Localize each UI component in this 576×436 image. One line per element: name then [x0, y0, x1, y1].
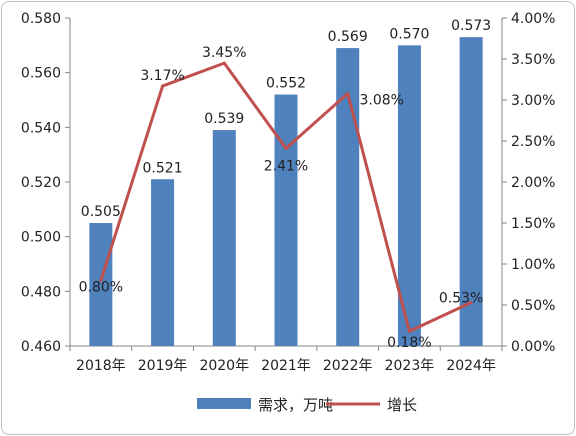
bar	[336, 48, 360, 347]
right-tick-label: 1.00%	[511, 257, 555, 273]
line-point	[161, 84, 165, 88]
line-data-label: 0.18%	[387, 335, 431, 351]
x-tick-label: 2018年	[76, 358, 126, 374]
left-tick-label: 0.560	[21, 66, 61, 82]
bar-data-labels: 0.505 0.521 0.539 0.552 0.569 0.570 0.573	[81, 18, 491, 220]
bar-data-label: 0.569	[328, 29, 368, 45]
right-tick-label: 2.50%	[511, 134, 555, 150]
bar-data-label: 0.505	[81, 204, 121, 220]
bar-data-label: 0.539	[204, 111, 244, 127]
line-series	[99, 61, 473, 333]
line-data-label: 0.53%	[439, 291, 483, 307]
right-tick-label: 0.00%	[511, 339, 555, 355]
left-tick-label: 0.480	[21, 284, 61, 300]
bar-data-label: 0.570	[389, 26, 429, 42]
line-point	[284, 146, 288, 150]
line-data-label: 0.80%	[79, 279, 123, 295]
x-tick-label: 2020年	[199, 358, 249, 374]
bar-data-label: 0.521	[143, 160, 183, 176]
bar	[397, 45, 421, 346]
x-tick-label: 2021年	[261, 358, 311, 374]
left-axis-ticks: 0.460 0.480 0.500 0.520 0.540 0.560 0.580	[21, 11, 70, 355]
bar	[274, 94, 298, 347]
left-tick-label: 0.460	[21, 339, 61, 355]
bar	[89, 223, 113, 346]
x-tick-label: 2022年	[323, 358, 373, 374]
right-tick-label: 4.00%	[511, 11, 555, 27]
left-tick-label: 0.580	[21, 11, 61, 27]
line-point	[346, 91, 350, 95]
x-tick-label: 2023年	[385, 358, 435, 374]
legend-bar-label: 需求，万吨	[258, 396, 333, 414]
line-data-label: 2.41%	[264, 158, 308, 174]
left-tick-label: 0.540	[21, 120, 61, 136]
line-point	[222, 61, 226, 65]
bar	[212, 130, 236, 346]
legend-line-label: 增长	[387, 396, 417, 414]
line-data-labels: 0.80% 3.17% 3.45% 2.41% 3.08% 0.18% 0.53%	[79, 45, 484, 351]
legend: 需求，万吨 增长	[197, 396, 417, 414]
left-tick-label: 0.520	[21, 175, 61, 191]
x-axis-ticks: 2018年 2019年 2020年 2021年 2022年 2023年 2024年	[69, 346, 503, 374]
line-data-label: 3.45%	[202, 45, 246, 61]
x-tick-label: 2024年	[446, 358, 496, 374]
bar-series	[89, 37, 483, 347]
right-tick-label: 1.50%	[511, 216, 555, 232]
bar	[459, 37, 483, 347]
right-tick-label: 2.00%	[511, 175, 555, 191]
legend-bar-swatch	[197, 398, 251, 409]
x-tick-label: 2019年	[138, 358, 188, 374]
bar	[151, 179, 175, 346]
line-point	[99, 278, 103, 282]
bar-data-label: 0.552	[266, 76, 306, 92]
left-tick-label: 0.500	[21, 230, 61, 246]
right-tick-label: 3.50%	[511, 52, 555, 68]
line-point	[469, 301, 473, 305]
line-point	[407, 329, 411, 333]
right-tick-label: 0.50%	[511, 298, 555, 314]
line-data-label: 3.17%	[140, 68, 184, 84]
bar-data-label: 0.573	[451, 18, 491, 34]
line-data-label: 3.08%	[359, 92, 403, 108]
right-axis-ticks: 0.00% 0.50% 1.00% 1.50% 2.00% 2.50% 3.00% 3.50%…	[502, 11, 555, 355]
right-tick-label: 3.00%	[511, 93, 555, 109]
